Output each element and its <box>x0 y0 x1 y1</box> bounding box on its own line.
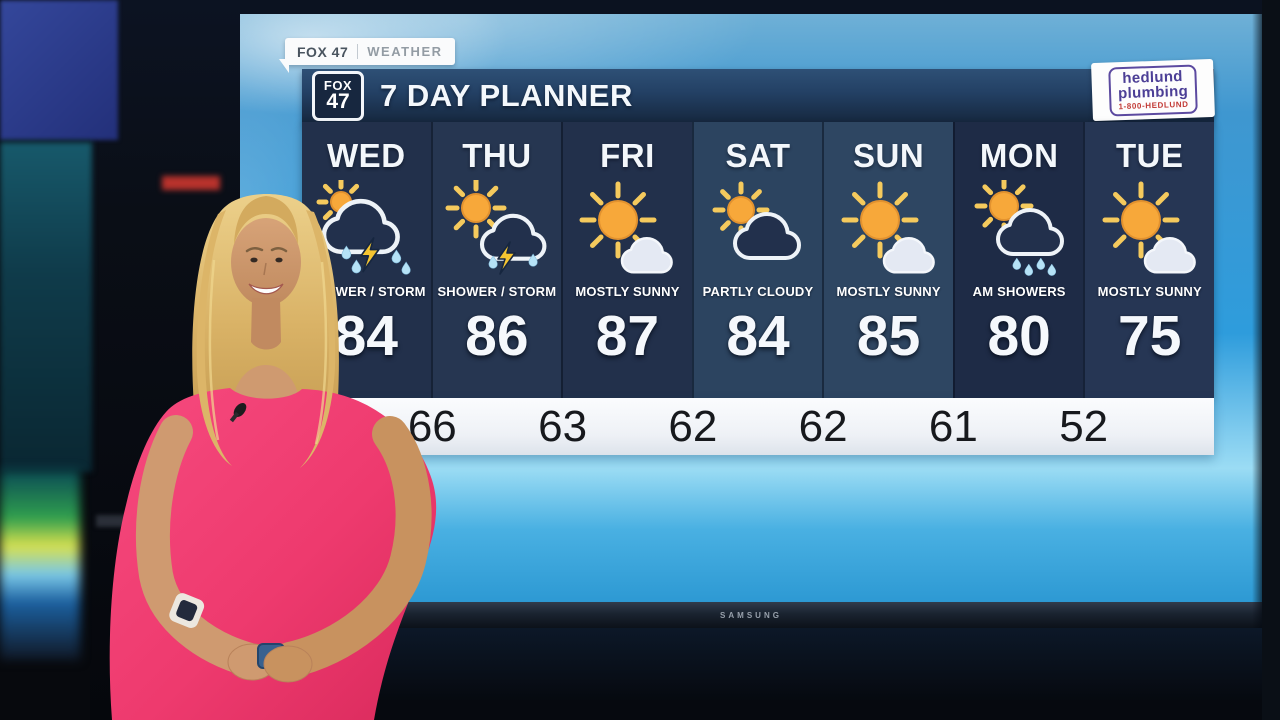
day-label: THU <box>462 137 532 174</box>
presenter-hands <box>227 643 313 683</box>
forecast-day-column: SUN MOSTLY SUNNY 85 <box>822 122 953 398</box>
high-temp: 80 <box>987 304 1051 368</box>
condition-label: MOSTLY SUNNY <box>575 284 680 299</box>
station-bug-section: WEATHER <box>367 44 443 59</box>
partly-cloudy-icon <box>712 181 802 260</box>
mostly-sunny-icon <box>579 181 674 274</box>
forecast-panel: WED SHOWER / STORM 84 THU SHOWER / STORM… <box>302 122 1215 398</box>
presenter-left-arm <box>135 415 267 677</box>
am-showers-icon <box>974 180 1065 276</box>
forecast-day-column: SAT PARTLY CLOUDY 84 <box>691 122 823 398</box>
planner-header: FOX 47 7 DAY PLANNER <box>302 69 1214 125</box>
monitor-bezel: SAMSUNG <box>240 602 1262 628</box>
forecast-day-column: THU SHOWER / STORM 86 <box>430 122 562 398</box>
presenter <box>109 194 437 720</box>
day-label: TUE <box>1116 137 1184 174</box>
presenter-neck <box>251 298 281 350</box>
low-temp: 62 <box>798 402 848 451</box>
sponsor-name-line2: plumbing <box>1117 82 1189 102</box>
sun-cloud-storm-icon <box>316 180 411 275</box>
presenter-watch <box>169 593 205 628</box>
weather-wall-screen: FOX 47 WEATHER FOX 47 7 DAY PLANNER hedl… <box>240 14 1262 628</box>
fox47-logo-number: 47 <box>326 90 350 113</box>
presenter-hair-lock-left <box>196 210 232 466</box>
studio-red-light <box>162 176 220 190</box>
low-temp: 61 <box>928 402 978 451</box>
condition-label: MOSTLY SUNNY <box>836 284 941 299</box>
forecast-day-column: MON AM SHOWERS 80 <box>952 122 1084 398</box>
high-temp: 87 <box>595 304 660 368</box>
presenter-right-arm <box>272 416 432 678</box>
day-label: SAT <box>725 137 791 174</box>
sponsor-logo: hedlund plumbing 1-800-HEDLUND <box>1091 58 1215 122</box>
condition-label: SHOWER / STORM <box>437 284 557 299</box>
studio-floor <box>240 628 1280 720</box>
condition-label: PARTLY CLOUDY <box>702 284 814 299</box>
sponsor-phone: 1-800-HEDLUND <box>1118 99 1189 111</box>
forecast-day-column: TUE MOSTLY SUNNY 75 <box>1083 122 1215 398</box>
mostly-sunny-icon <box>841 181 935 274</box>
sponsor-logo-frame: hedlund plumbing 1-800-HEDLUND <box>1108 63 1198 117</box>
studio-monitor-blur <box>0 142 92 472</box>
station-bug: FOX 47 WEATHER <box>279 38 455 73</box>
station-bug-divider <box>357 44 359 59</box>
low-temp: 62 <box>668 402 718 451</box>
fox47-logo-text: FOX <box>323 78 353 93</box>
low-temp: 63 <box>538 402 588 451</box>
studio-blue-panel <box>0 0 118 140</box>
presenter-face <box>231 196 301 306</box>
high-temp: 84 <box>726 304 790 368</box>
day-label: FRI <box>600 137 655 174</box>
station-bug-name: FOX 47 <box>297 43 349 60</box>
mostly-sunny-icon <box>1102 181 1196 274</box>
monitor-brand: SAMSUNG <box>720 610 782 620</box>
low-temp: 52 <box>1059 402 1109 451</box>
forecast-day-column: FRI MOSTLY SUNNY 87 <box>561 122 692 398</box>
studio-right-edge <box>1262 0 1280 720</box>
presenter-hair-lock-right <box>300 210 336 468</box>
high-temp: 84 <box>334 304 398 368</box>
day-label: WED <box>327 137 406 174</box>
condition-label: SHOWER / STORM <box>306 284 426 299</box>
day-label: SUN <box>853 137 925 174</box>
sun-storm-icon <box>445 180 547 275</box>
planner-title: 7 DAY PLANNER <box>380 77 633 113</box>
lows-strip: 66 63 62 62 61 52 <box>302 398 1214 455</box>
condition-label: AM SHOWERS <box>972 284 1066 299</box>
high-temp: 75 <box>1118 304 1182 368</box>
high-temp: 85 <box>856 304 921 368</box>
studio-monitor-colorful-blur <box>0 470 80 660</box>
day-label: MON <box>979 137 1059 174</box>
fox47-logo: FOX 47 <box>312 70 364 121</box>
presenter-microphone <box>229 402 247 423</box>
studio-top-strip <box>240 0 1280 14</box>
high-temp: 86 <box>465 304 529 368</box>
condition-label: MOSTLY SUNNY <box>1097 284 1202 299</box>
